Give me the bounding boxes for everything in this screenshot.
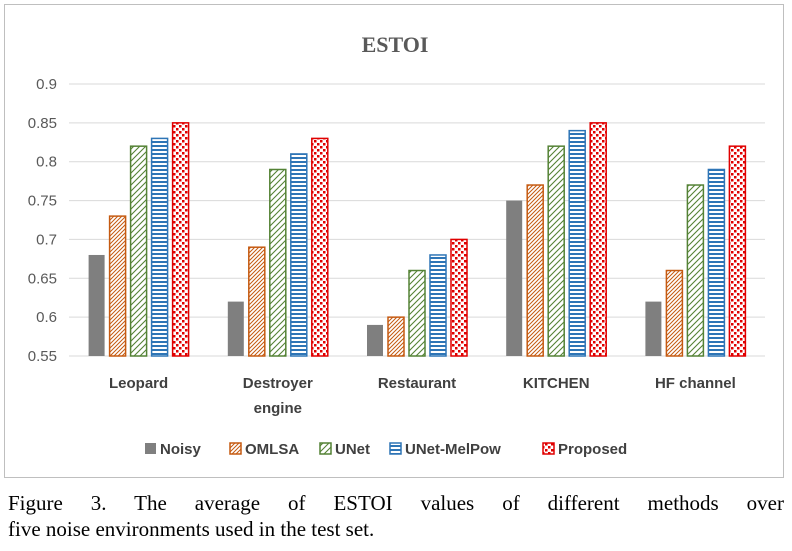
y-tick-label: 0.85	[28, 115, 57, 132]
y-tick-label: 0.8	[36, 154, 57, 171]
legend-item: UNet	[319, 441, 370, 458]
bar-omlsa	[387, 316, 405, 357]
legend-item: UNet-MelPow	[389, 441, 501, 458]
bar-noisy	[227, 301, 244, 356]
category-label: Destroyer	[243, 375, 313, 392]
figure-caption: Figure 3. The average of ESTOI values of…	[8, 490, 784, 542]
legend: Noisy OMLSA UNet UNet-MelPow Proposed	[145, 441, 627, 458]
legend-item: Noisy	[145, 441, 202, 458]
bar-omlsa	[108, 215, 127, 357]
bar-proposed	[589, 122, 607, 357]
estoi-bar-chart: ESTOI 0.55 0.6 0.65 0.7 0.75 0.8 0.85 0.9 Leopa…	[28, 32, 765, 458]
bar-proposed	[450, 238, 468, 357]
x-axis-categories: Leopard Destroyer engine Restaurant KITCHEN H…	[109, 375, 736, 417]
bar-unet	[686, 184, 705, 357]
bar-proposed	[728, 145, 747, 357]
bar-noisy	[506, 200, 523, 356]
y-tick-label: 0.6	[36, 309, 57, 326]
y-tick-label: 0.9	[36, 76, 57, 93]
legend-swatch	[389, 442, 402, 455]
bar-noisy	[88, 254, 105, 356]
legend-swatch	[145, 443, 156, 454]
category-label: Restaurant	[378, 375, 456, 392]
legend-swatch	[542, 442, 555, 455]
bar-unet-melpow	[707, 168, 726, 357]
bar-unet	[269, 168, 287, 357]
legend-swatch	[319, 442, 332, 455]
caption-line-2: five noise environments used in the test…	[8, 517, 375, 541]
category-label: HF channel	[655, 375, 736, 392]
bar-unet-melpow	[150, 137, 169, 357]
bar-unet-melpow	[290, 153, 308, 357]
bar-noisy	[645, 301, 662, 356]
y-tick-label: 0.7	[36, 231, 57, 248]
legend-swatch	[229, 442, 242, 455]
bar-proposed	[171, 122, 190, 357]
bar-unet	[547, 145, 565, 357]
category-label: Leopard	[109, 375, 168, 392]
y-tick-label: 0.65	[28, 270, 57, 287]
y-tick-label: 0.75	[28, 193, 57, 210]
bars	[88, 122, 747, 357]
bar-unet	[408, 269, 426, 357]
bar-proposed	[311, 137, 329, 357]
chart-frame: ESTOI 0.55 0.6 0.65 0.7 0.75 0.8 0.85 0.9 Leopa…	[4, 4, 784, 478]
legend-label: UNet-MelPow	[405, 441, 501, 458]
category-label: engine	[254, 400, 302, 417]
legend-label: Proposed	[558, 441, 627, 458]
y-axis-ticks: 0.55 0.6 0.65 0.7 0.75 0.8 0.85 0.9	[28, 76, 57, 365]
bar-unet	[129, 145, 148, 357]
legend-label: Noisy	[160, 441, 202, 458]
legend-item: OMLSA	[229, 441, 299, 458]
bar-omlsa	[526, 184, 544, 357]
caption-line-1: Figure 3. The average of ESTOI values of…	[8, 491, 784, 515]
legend-item: Proposed	[542, 441, 627, 458]
bar-omlsa	[665, 269, 684, 357]
legend-label: UNet	[335, 441, 370, 458]
category-label: KITCHEN	[523, 375, 590, 392]
y-tick-label: 0.55	[28, 348, 57, 365]
bar-unet-melpow	[568, 129, 586, 357]
bar-omlsa	[248, 246, 266, 357]
bar-noisy	[367, 324, 383, 356]
bar-unet-melpow	[429, 254, 447, 357]
legend-label: OMLSA	[245, 441, 299, 458]
chart-title: ESTOI	[362, 32, 429, 57]
